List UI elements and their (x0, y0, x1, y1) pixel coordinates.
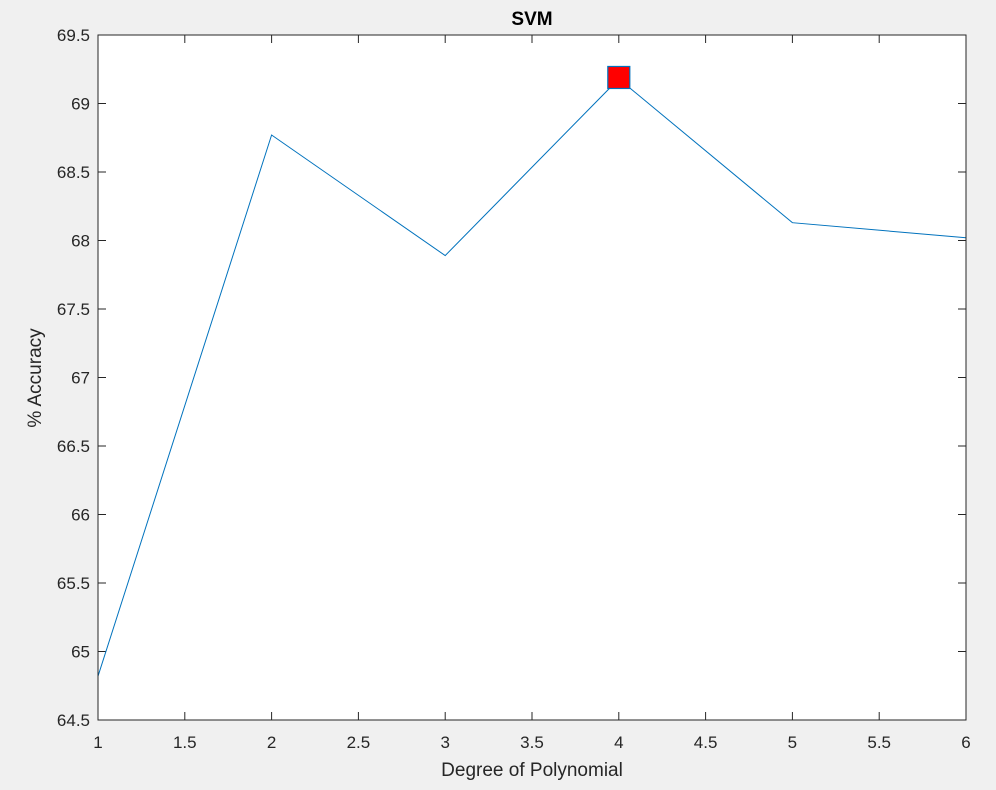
series-layer (97, 65, 967, 677)
y-tick-label: 64.5 (57, 711, 90, 730)
x-tick-label: 3.5 (520, 733, 544, 752)
series-line (97, 78, 967, 677)
x-tick-label: 4.5 (694, 733, 718, 752)
y-tick-label: 67 (71, 369, 90, 388)
y-axis-label: % Accuracy (25, 328, 46, 428)
x-tick-label: 2 (267, 733, 276, 752)
x-tick-label: 3 (440, 733, 449, 752)
x-tick-label: 5 (788, 733, 797, 752)
y-tick-label: 68 (71, 232, 90, 251)
y-tick-label: 66 (71, 506, 90, 525)
max-accuracy-marker (607, 65, 631, 90)
y-tick-label: 66.5 (57, 437, 90, 456)
y-tick-labels: 64.5 65 65.5 66 66.5 67 67.5 68 68.5 69 69.5 (57, 26, 90, 730)
chart-title: SVM (511, 9, 552, 30)
plot-area (98, 35, 966, 720)
y-tick-label: 69.5 (57, 26, 90, 45)
y-tick-label: 67.5 (57, 300, 90, 319)
x-tick-label: 4 (614, 733, 623, 752)
x-tick-label: 2.5 (347, 733, 371, 752)
y-tick-label: 69 (71, 95, 90, 114)
x-tick-label: 1 (93, 733, 102, 752)
x-tick-label: 5.5 (867, 733, 891, 752)
x-tick-label: 6 (961, 733, 970, 752)
x-tick-label: 1.5 (173, 733, 197, 752)
y-tick-label: 65.5 (57, 574, 90, 593)
y-tick-label: 65 (71, 643, 90, 662)
x-axis-label: Degree of Polynomial (441, 760, 623, 781)
plot-border (97, 34, 967, 721)
y-tick-label: 68.5 (57, 163, 90, 182)
x-tick-labels: 1 1.5 2 2.5 3 3.5 4 4.5 5 5.5 6 (93, 733, 970, 752)
